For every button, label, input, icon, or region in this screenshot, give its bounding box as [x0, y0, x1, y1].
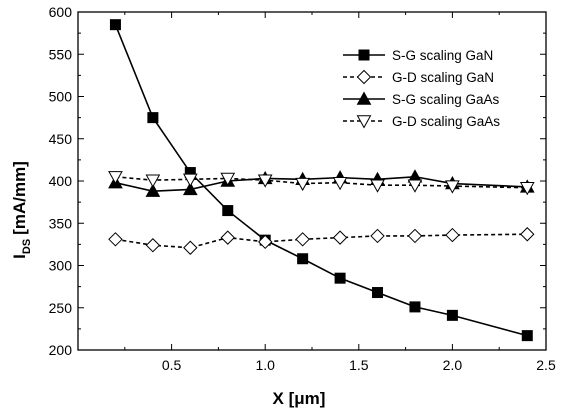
- series-line-g-d-scaling-gan: [115, 233, 528, 249]
- data-point-g-d-scaling-gan: [183, 240, 198, 255]
- data-point-g-d-scaling-gaas: [182, 173, 198, 187]
- data-point-g-d-scaling-gaas: [220, 172, 236, 186]
- y-tick-label: 250: [49, 300, 73, 316]
- x-axis-label: X [μm]: [273, 389, 326, 408]
- data-point-g-d-scaling-gan: [520, 227, 535, 242]
- x-tick-label: 1.0: [255, 357, 275, 373]
- legend-marker-g-d-scaling-gaas: [356, 115, 372, 129]
- data-point-s-g-scaling-gan: [409, 301, 421, 313]
- data-point-s-g-scaling-gan: [372, 287, 384, 299]
- data-point-g-d-scaling-gan: [108, 232, 123, 247]
- data-point-g-d-scaling-gaas: [445, 180, 460, 194]
- x-tick-label: 0.5: [162, 357, 182, 373]
- data-point-s-g-scaling-gan: [147, 112, 159, 124]
- data-point-g-d-scaling-gaas: [407, 179, 423, 193]
- data-point-s-g-scaling-gaas: [145, 183, 161, 197]
- data-point-g-d-scaling-gaas: [519, 182, 535, 196]
- data-point-g-d-scaling-gaas: [370, 179, 385, 193]
- y-tick-label: 550: [49, 46, 73, 62]
- legend-label-s-g-scaling-gan: S-G scaling GaN: [392, 48, 493, 63]
- y-axis-label-sub: DS: [21, 239, 33, 254]
- series-s-g-scaling-gan: [109, 19, 533, 342]
- y-tick-label: 350: [49, 215, 73, 231]
- data-point-s-g-scaling-gan: [446, 309, 458, 321]
- plot-area: [108, 19, 535, 342]
- legend: S-G scaling GaN G-D scaling GaN S-G scalin…: [343, 48, 500, 129]
- data-point-g-d-scaling-gan: [332, 230, 348, 245]
- data-point-g-d-scaling-gan: [257, 234, 273, 250]
- data-point-g-d-scaling-gaas: [332, 176, 348, 191]
- data-point-g-d-scaling-gaas: [257, 174, 273, 188]
- x-tick-label: 2.0: [443, 357, 463, 373]
- x-tick-label: 1.5: [349, 357, 369, 373]
- data-point-g-d-scaling-gan: [145, 238, 161, 253]
- legend-marker-g-d-scaling-gan: [356, 69, 372, 85]
- y-tick-label: 600: [49, 4, 73, 20]
- data-point-s-g-scaling-gaas: [182, 181, 198, 196]
- y-axis-label-unit: [mA/mm]: [10, 161, 29, 235]
- legend-marker-s-g-scaling-gaas: [356, 91, 372, 105]
- legend-marker-s-g-scaling-gan: [358, 49, 370, 61]
- legend-label-s-g-scaling-gaas: S-G scaling GaAs: [392, 92, 500, 107]
- data-point-g-d-scaling-gaas: [145, 174, 161, 188]
- series-line-s-g-scaling-gaas: [115, 175, 528, 192]
- data-point-g-d-scaling-gan: [220, 230, 235, 245]
- data-point-s-g-scaling-gan: [222, 205, 234, 217]
- y-axis-label-main: I: [10, 254, 29, 259]
- data-point-g-d-scaling-gan: [370, 228, 385, 244]
- data-point-s-g-scaling-gan: [297, 253, 309, 265]
- data-point-s-g-scaling-gan: [109, 19, 121, 31]
- x-tick-label: 2.5: [536, 357, 556, 373]
- data-point-s-g-scaling-gan: [334, 272, 346, 284]
- data-point-g-d-scaling-gan: [295, 232, 310, 247]
- data-point-g-d-scaling-gan: [407, 228, 423, 244]
- data-point-g-d-scaling-gaas: [295, 177, 310, 192]
- legend-label-g-d-scaling-gan: G-D scaling GaN: [392, 70, 494, 85]
- data-point-s-g-scaling-gan: [521, 330, 533, 342]
- data-point-g-d-scaling-gan: [445, 227, 460, 243]
- axis-ticks: 0.5 1.0 1.5 2.0 2.5 200 250 300 350 400 450 500 550 6…: [49, 4, 556, 373]
- y-tick-label: 300: [49, 258, 73, 274]
- y-axis-label: IDS [mA/mm]: [10, 161, 33, 259]
- legend-label-g-d-scaling-gaas: G-D scaling GaAs: [392, 114, 500, 129]
- y-tick-label: 500: [49, 89, 73, 105]
- y-tick-label: 400: [49, 173, 73, 189]
- series-g-d-scaling-gaas: [108, 171, 535, 196]
- series-g-d-scaling-gan: [108, 227, 535, 255]
- y-tick-label: 200: [49, 342, 73, 358]
- y-tick-label: 450: [49, 131, 73, 147]
- data-point-g-d-scaling-gaas: [108, 171, 123, 185]
